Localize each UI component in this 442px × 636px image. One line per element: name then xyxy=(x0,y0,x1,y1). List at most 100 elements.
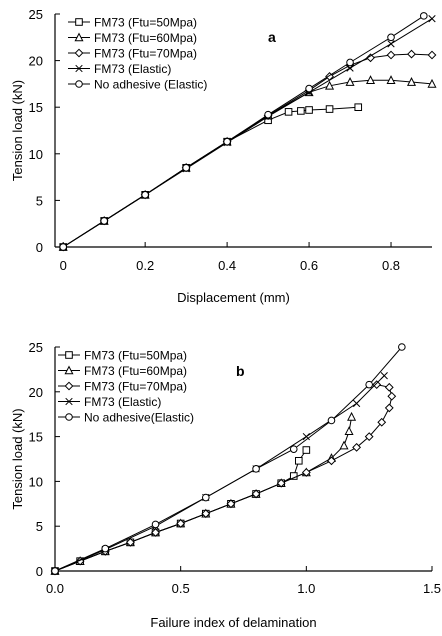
data-point xyxy=(251,489,261,499)
data-point xyxy=(346,64,354,72)
series-line xyxy=(62,15,425,248)
data-point xyxy=(202,493,210,502)
legend-label: FM73 (Ftu=50Mpa) xyxy=(94,16,197,30)
x-tick-label: 1.5 xyxy=(423,581,441,596)
data-point xyxy=(305,106,313,114)
data-point xyxy=(365,380,373,389)
legend-marker xyxy=(64,381,74,391)
data-point xyxy=(398,343,406,351)
data-point xyxy=(264,110,272,119)
data-point xyxy=(386,75,396,84)
y-tick-label: 20 xyxy=(29,385,43,400)
series-square xyxy=(59,103,363,251)
data-point xyxy=(427,50,437,60)
data-point xyxy=(226,499,236,509)
data-point xyxy=(407,49,416,59)
legend-marker xyxy=(65,413,73,421)
panel-letter: a xyxy=(268,29,276,45)
x-tick-label: 0.2 xyxy=(136,258,154,273)
data-point xyxy=(420,12,428,20)
data-point xyxy=(302,446,311,454)
series-triangle xyxy=(58,75,437,251)
y-axis-label: Tension load (kN) xyxy=(10,80,25,181)
legend-label: FM73 (Ftu=60Mpa) xyxy=(94,31,197,45)
y-tick-label: 10 xyxy=(29,147,43,162)
y-tick-label: 0 xyxy=(36,564,43,579)
data-point xyxy=(51,567,59,575)
data-point xyxy=(346,58,354,67)
data-point xyxy=(428,15,436,23)
data-point xyxy=(294,456,303,465)
data-point xyxy=(387,33,395,42)
data-point xyxy=(372,380,382,390)
legend-marker xyxy=(65,351,73,359)
data-point xyxy=(406,77,417,86)
x-tick-label: 0.6 xyxy=(300,258,318,273)
data-point xyxy=(386,50,396,60)
series-line xyxy=(62,79,433,248)
data-point xyxy=(325,80,335,90)
x-tick-label: 0 xyxy=(60,258,67,273)
data-point xyxy=(327,456,336,466)
y-tick-label: 5 xyxy=(36,519,43,534)
legend-marker xyxy=(65,397,73,406)
data-point xyxy=(352,442,362,452)
legend-label: No adhesive(Elastic) xyxy=(84,411,194,425)
x-tick-label: 0.8 xyxy=(382,258,400,273)
data-point xyxy=(141,191,149,199)
series-circle xyxy=(51,343,406,575)
x-tick-label: 0.4 xyxy=(218,258,236,273)
x-tick-label: 0.5 xyxy=(172,581,190,596)
data-point xyxy=(201,509,211,519)
panel-letter: b xyxy=(236,363,245,379)
legend-label: FM73 (Ftu=70Mpa) xyxy=(84,380,187,394)
data-point xyxy=(252,465,260,473)
legend-label: FM73 (Ftu=50Mpa) xyxy=(84,349,187,363)
legend-marker xyxy=(75,64,83,73)
legend-label: FM73 (Elastic) xyxy=(84,395,161,409)
data-point xyxy=(75,556,85,566)
legend-marker xyxy=(75,18,83,26)
y-tick-label: 10 xyxy=(29,474,43,489)
data-point xyxy=(59,243,67,251)
data-point xyxy=(182,163,190,172)
y-tick-label: 5 xyxy=(36,193,43,208)
series-diamond xyxy=(50,380,397,576)
data-point xyxy=(384,403,394,413)
legend-marker xyxy=(74,32,84,42)
data-point xyxy=(276,478,286,488)
data-point xyxy=(223,137,231,146)
x-axis-label: Displacement (mm) xyxy=(177,290,290,305)
data-point xyxy=(364,432,374,442)
panel-a-chart: 0 5 10 15 20 25 0 0.2 0.4 0.6 0.8 Displacement (mm)… xyxy=(10,7,437,305)
data-point xyxy=(344,426,354,436)
data-point xyxy=(151,520,160,529)
legend-label: FM73 (Ftu=70Mpa) xyxy=(94,47,197,61)
data-point xyxy=(339,440,349,450)
x-tick-label: 1.0 xyxy=(297,581,315,596)
data-point xyxy=(387,391,397,401)
data-point xyxy=(366,53,375,63)
y-tick-label: 15 xyxy=(29,430,43,445)
legend-label: FM73 (Ftu=60Mpa) xyxy=(84,364,187,378)
panel-b-chart: 0 5 10 15 20 25 0.0 0.5 1.0 1.5 Failure index of d… xyxy=(10,340,441,630)
data-point xyxy=(305,84,313,93)
data-point xyxy=(354,103,363,112)
data-point xyxy=(125,537,135,547)
data-point xyxy=(176,519,186,528)
data-point xyxy=(327,416,336,425)
legend-label: FM73 (Elastic) xyxy=(94,62,171,76)
series-circle xyxy=(59,12,428,251)
data-point xyxy=(384,382,394,392)
data-point xyxy=(380,372,388,380)
legend-label: No adhesive (Elastic) xyxy=(94,78,207,92)
data-point xyxy=(302,432,310,441)
data-point xyxy=(377,417,387,427)
y-tick-label: 20 xyxy=(29,54,43,69)
y-axis-label: Tension load (kN) xyxy=(10,408,25,509)
y-tick-label: 0 xyxy=(36,240,43,255)
data-point xyxy=(352,399,361,408)
x-axis-label: Failure index of delamination xyxy=(150,615,316,630)
x-tick-label: 0.0 xyxy=(46,581,64,596)
data-point xyxy=(151,528,160,537)
